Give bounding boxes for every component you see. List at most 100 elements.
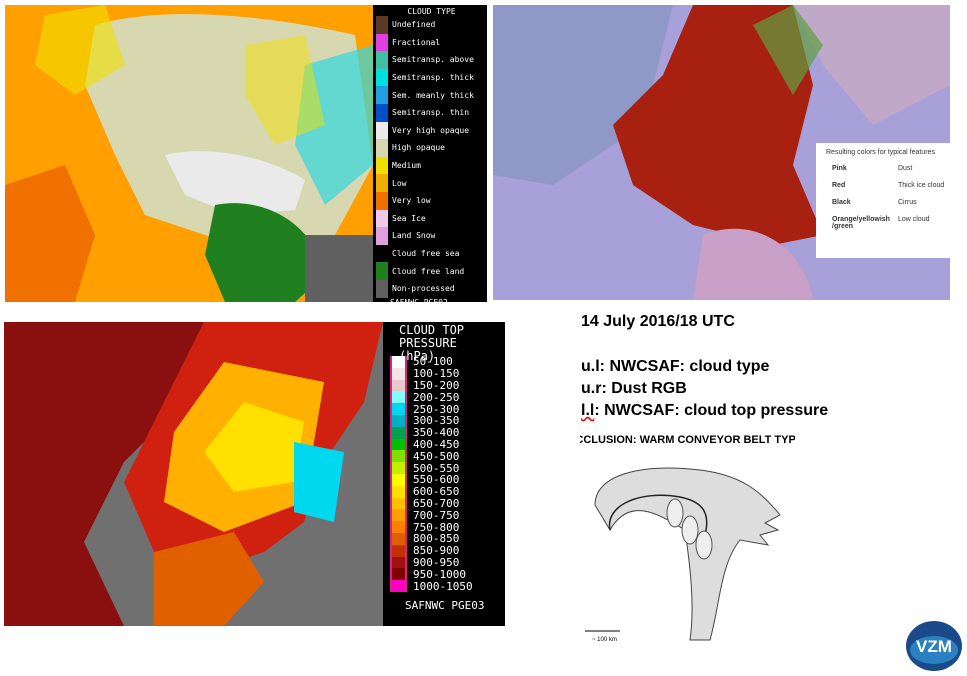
legend-item: 300-350 [390,414,505,428]
legend-swatch [376,244,388,263]
legend-swatch [376,139,388,157]
legend-label: Sea Ice [392,213,426,223]
legend-item: 600-650 [390,485,505,499]
legend-swatch [376,227,388,245]
legend-title: CLOUD TOP PRESSURE (hPa) [399,323,465,363]
info-key: u.r [581,380,602,397]
legend-swatch [390,438,407,451]
legend-swatch [390,403,407,415]
info-lines: u.l: NWCSAF: cloud type u.r: Dust RGB l.l:… [581,356,828,422]
legend-label: High opaque [392,143,445,153]
legend-swatch [376,86,388,104]
legend-item: Semitransp. thick [376,68,487,87]
legend-swatch [390,568,407,581]
info-text: : NWCSAF: cloud type [599,358,770,375]
legend-label: 450-500 [413,449,460,463]
legend-swatch [390,532,407,545]
legend-item: Cloud free sea [376,244,487,263]
legend-label: 150-200 [413,379,460,392]
table-cell: Dust [897,165,913,172]
legend-label: 300-350 [413,414,460,428]
legend-item: Land Snow [376,227,487,245]
legend-item: 750-800 [390,520,505,534]
legend-item: 1000-1050 [390,579,505,593]
legend-swatch [390,485,407,498]
table-cell: Pink [832,165,847,172]
diagram-title: OCCLUSION: WARM CONVEYOR BELT TYPE [580,435,795,446]
legend-item: 200-250 [390,390,505,404]
info-key: l.l [581,402,595,419]
legend-item: Cloud free land [376,262,487,280]
legend-item: Semitransp. thin [376,103,487,122]
legend-label: 850-900 [413,544,460,558]
legend-label: 50-100 [413,355,453,369]
legend-label: 250-300 [413,402,460,416]
legend-swatch [376,174,388,192]
legend-label: 650-700 [413,496,460,510]
legend-label: Semitransp. thick [392,73,474,83]
legend-label: 200-250 [413,390,460,404]
legend-items: 50-100 100-150 150-200 200-250 250-300 300-35… [390,355,505,593]
legend-label: Medium [392,161,421,171]
legend-label: Sem. meanly thick [392,90,474,100]
legend-swatch [390,379,407,392]
info-line: u.l: NWCSAF: cloud type [581,356,828,378]
legend-swatch [376,33,388,52]
legend-label: Non-processed [392,284,455,294]
table-cell: Cirrus [897,199,917,206]
legend-items: Undefined Fractional Semitransp. above Semi… [376,16,487,298]
legend-item: Sea Ice [376,209,487,228]
legend-swatch [390,509,407,522]
legend-item: 500-550 [390,462,505,475]
legend-label: Very high opaque [392,125,470,135]
table-row: Red Thick ice cloud [816,177,955,194]
legend-swatch [376,51,388,69]
legend-item: Non-processed [376,279,487,298]
table-cell: Red [832,182,846,189]
legend-item: 400-450 [390,438,505,451]
legend-swatch [376,156,388,175]
legend-label: Semitransp. thin [392,108,470,118]
info-line: u.r: Dust RGB [581,378,828,400]
legend-label: 350-400 [413,426,460,440]
legend-swatch [376,209,388,228]
legend-swatch [390,367,407,380]
legend-label: 600-650 [413,485,460,499]
legend-item: Very low [376,191,487,210]
legend-label: Very low [392,196,431,206]
cloud-type-legend: CLOUD TYPE Undefined Fractional Semitransp… [373,5,487,307]
legend-swatch [376,191,388,210]
legend-label: Fractional [392,37,441,47]
legend-label: 750-800 [413,520,460,534]
table-row: Orange/yellowish /green Low cloud [816,211,955,235]
legend-swatch [390,356,407,368]
legend-item: Low [376,174,487,192]
table-title: Resulting colors for typical features [826,149,935,156]
info-text: : Dust RGB [601,380,687,397]
info-line: l.l: NWCSAF: cloud top pressure [581,400,828,422]
legend-item: 450-500 [390,449,505,463]
occlusion-diagram: OCCLUSION: WARM CONVEYOR BELT TYPE ~ 100… [580,435,795,643]
legend-item: 850-900 [390,544,505,558]
legend-swatch [390,462,407,474]
cloud-type-image [5,5,373,302]
scale-label: ~ 100 km [592,637,617,643]
table: Pink Dust Red Thick ice cloud Black Cirrus Ora… [816,160,955,235]
legend-label: 700-750 [413,508,460,522]
legend-item: Sem. meanly thick [376,86,487,104]
info-key: u.l [581,358,600,375]
legend-swatch [376,121,388,140]
table-row: Black Cirrus [816,194,955,211]
legend-footer: SAFNWC PGE02 [390,297,448,307]
legend-swatch [376,279,388,298]
legend-swatch [376,16,388,34]
legend-item: 150-200 [390,379,505,392]
legend-label: 550-600 [413,473,460,487]
legend-label: 1000-1050 [413,579,473,593]
legend-item: Fractional [376,33,487,52]
logo-text: VZM [916,637,952,656]
legend-swatch [376,68,388,87]
legend-item: 900-950 [390,556,505,569]
legend-swatch [390,473,407,486]
legend-label: Cloud free sea [392,249,460,259]
